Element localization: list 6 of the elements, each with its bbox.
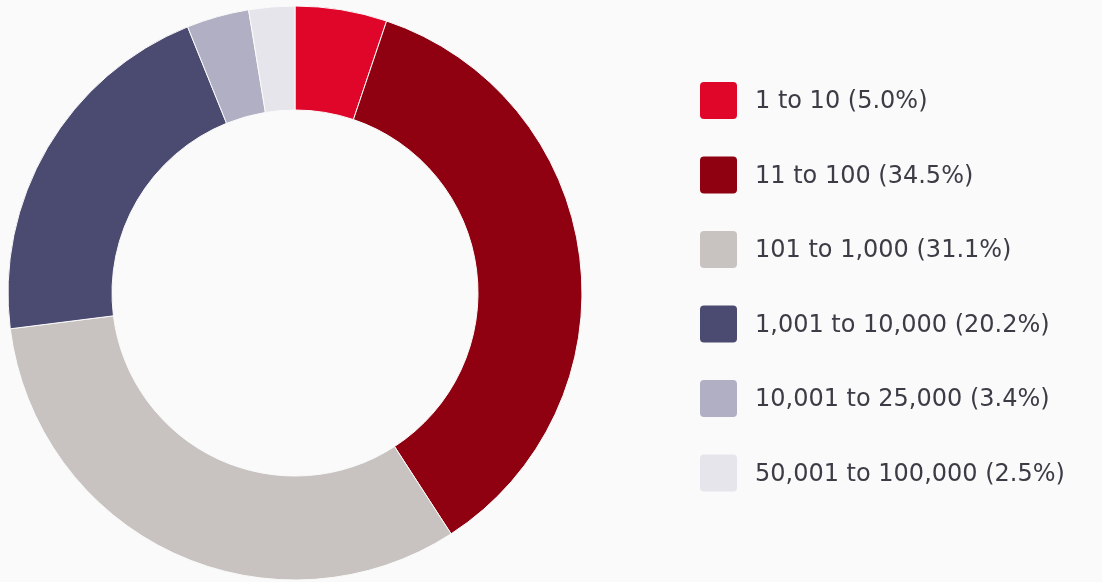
legend-label: 1,001 to 10,000 (20.2%)	[755, 309, 1050, 338]
legend-label: 10,001 to 25,000 (3.4%)	[755, 384, 1050, 412]
legend-label: 101 to 1,000 (31.1%)	[755, 235, 1012, 263]
legend-label: 1 to 10 (5.0%)	[755, 86, 928, 114]
legend-label: 50,001 to 100,000 (2.5%)	[755, 458, 1065, 487]
legend-label: 11 to 100 (34.5%)	[755, 160, 974, 189]
